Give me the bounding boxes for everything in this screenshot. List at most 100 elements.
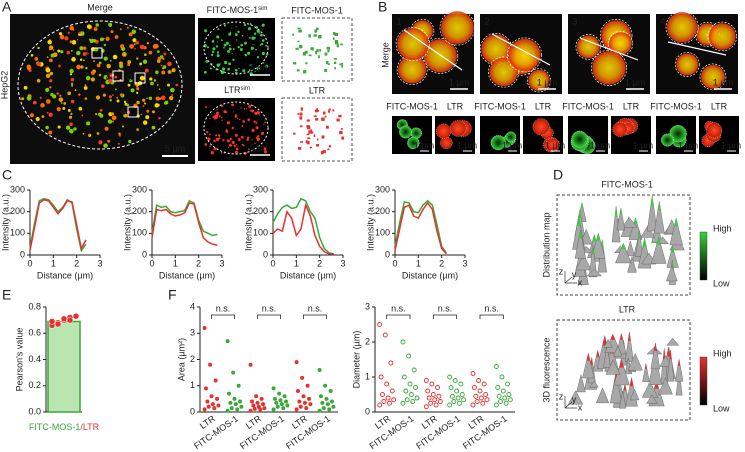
data-point: [285, 403, 290, 408]
vesicle: [106, 63, 111, 69]
vesicle: [49, 71, 54, 76]
data-point: [48, 318, 56, 325]
y-axis-label: Area (µm²): [176, 338, 186, 381]
vesicle: [57, 49, 61, 53]
lysosome: [435, 123, 452, 139]
x-tick-label: 2: [74, 258, 79, 268]
lysosome-outline: [526, 68, 551, 93]
mask-spot: [332, 109, 335, 112]
vesicle: [65, 125, 71, 130]
vesicle: [167, 83, 170, 87]
vesicle: [46, 99, 51, 104]
y-tick-label: 200: [253, 206, 268, 216]
vesicle: [49, 86, 52, 89]
vesicle: [237, 138, 241, 141]
vesicle: [225, 129, 229, 133]
mask-spot: [320, 150, 324, 155]
roi-number: 2: [484, 16, 489, 26]
vesicle: [162, 57, 165, 60]
peak: [640, 225, 656, 238]
x-axis-label: Distance (µm): [37, 270, 93, 280]
data-point: [385, 395, 391, 401]
y-tick-label: 200: [10, 206, 25, 216]
data-point: [202, 407, 207, 412]
vesicle: [96, 63, 101, 68]
vesicle: [151, 125, 156, 130]
peak: [629, 388, 640, 401]
lysosome: [423, 39, 457, 73]
scale-bar-label: 5 µm: [250, 62, 270, 72]
vesicle: [59, 34, 65, 40]
vesicle: [255, 48, 257, 51]
vesicle: [142, 105, 145, 108]
peak: [666, 265, 678, 282]
y-tick-label: 0.0: [28, 406, 41, 416]
mask-spot: [313, 134, 316, 137]
vesicle: [122, 125, 124, 128]
mask-spot: [304, 50, 308, 54]
vesicle: [254, 142, 256, 145]
data-point: [457, 400, 462, 406]
vesicle: [264, 150, 268, 154]
lysosome-outline: [395, 27, 430, 62]
data-point: [294, 407, 299, 412]
lysosome: [612, 121, 628, 137]
map-title: LTR: [619, 304, 636, 314]
lysosome-outline: [665, 10, 699, 44]
vesicle: [234, 114, 238, 118]
vesicle: [256, 137, 260, 142]
vesicle: [69, 122, 73, 127]
peak: [653, 201, 665, 234]
vesicle: [232, 58, 234, 61]
peak: [609, 373, 623, 404]
data-point: [435, 385, 440, 390]
data-point: [432, 397, 438, 403]
vesicle: [95, 23, 99, 27]
vesicle: [82, 52, 87, 57]
mask-spot: [334, 67, 336, 70]
lysosome: [528, 69, 550, 91]
data-point: [320, 400, 325, 405]
peak-tip: [623, 384, 627, 391]
vesicle: [170, 87, 175, 93]
lysosome: [490, 135, 506, 151]
mask-spot: [300, 107, 303, 111]
peak: [674, 359, 684, 382]
peak: [588, 245, 598, 278]
vesicle: [259, 44, 262, 46]
data-point: [473, 393, 479, 399]
lysosome: [708, 23, 736, 50]
y-tick-label: 3: [190, 328, 195, 338]
data-point: [400, 339, 406, 345]
vesicle: [98, 61, 102, 65]
vesicle: [76, 50, 81, 56]
mask-spot: [340, 128, 343, 130]
peak: [619, 390, 627, 409]
vesicle: [213, 147, 217, 151]
vesicle: [46, 56, 49, 58]
vesicle: [144, 102, 147, 105]
data-point: [215, 396, 220, 401]
vesicle: [211, 50, 215, 54]
mask-spot: [339, 130, 343, 135]
vesicle: [85, 75, 91, 81]
vesicle: [108, 78, 113, 84]
data-point: [426, 395, 432, 401]
vesicle: [244, 41, 247, 45]
y-tick-label: 0: [365, 406, 370, 416]
vesicle: [86, 24, 92, 29]
peak: [596, 387, 610, 404]
vesicle: [114, 88, 117, 91]
data-point: [401, 374, 407, 380]
mask-spot: [309, 146, 313, 149]
vesicle: [266, 53, 269, 56]
data-point: [400, 400, 406, 406]
vesicle: [93, 60, 96, 63]
peak-tip: [669, 350, 672, 360]
data-point: [271, 407, 276, 412]
axis-letter: z: [559, 266, 564, 276]
microscopy-image: [10, 14, 195, 164]
peak: [646, 195, 658, 232]
lysosome: [669, 125, 687, 143]
peak: [603, 339, 613, 348]
